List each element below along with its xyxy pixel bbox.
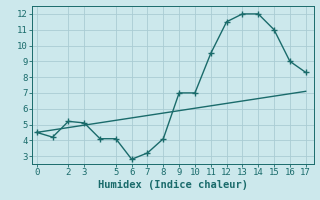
X-axis label: Humidex (Indice chaleur): Humidex (Indice chaleur) (98, 180, 248, 190)
